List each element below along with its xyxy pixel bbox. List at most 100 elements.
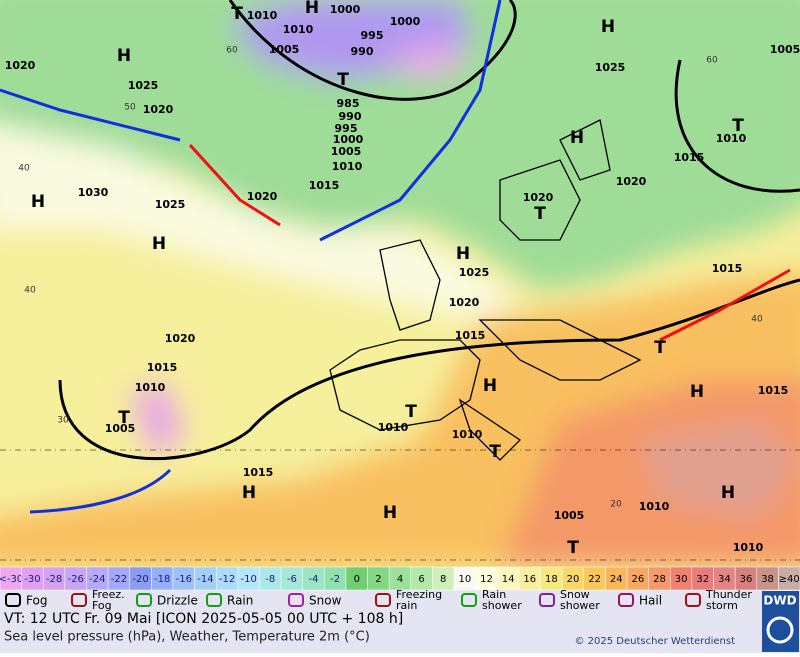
color-scale: <-30 -30 -28 -26 -24 -22 -20 -18 -16 -14 -12 -10 -8-… <box>0 566 800 591</box>
pressure-center: H <box>721 483 735 503</box>
scale-label: -24 <box>89 574 105 585</box>
scale-label: 38 <box>761 574 774 585</box>
temperature-label: 20 <box>610 500 622 510</box>
isobar-label: 1005 <box>331 145 362 158</box>
pressure-center: H <box>117 46 131 66</box>
map-background <box>0 0 800 567</box>
scale-label: ≥40 <box>779 574 800 585</box>
scale-label: 2 <box>375 574 381 585</box>
isobar-label: 1020 <box>523 191 554 204</box>
isobar-label: 1020 <box>165 332 196 345</box>
isobar-label: 1010 <box>733 541 764 554</box>
pressure-center: H <box>305 0 319 18</box>
isobar-label: 1005 <box>105 422 136 435</box>
isobar-label: 1015 <box>674 151 705 164</box>
scale-label: -22 <box>111 574 127 585</box>
pressure-center: H <box>570 128 584 148</box>
legend-label: Fog <box>92 599 112 612</box>
scale-label: 36 <box>740 574 753 585</box>
scale-label: 22 <box>588 574 601 585</box>
isobar-label: 1010 <box>639 500 670 513</box>
isobar-label: 1020 <box>247 190 278 203</box>
isobar-label: 1030 <box>78 186 109 199</box>
isobar-label: 1020 <box>5 59 36 72</box>
temperature-label: 40 <box>751 315 763 325</box>
pressure-center: T <box>654 338 666 358</box>
legend-label: rain <box>396 599 417 612</box>
isobar-label: 1005 <box>554 509 585 522</box>
legend-label: shower <box>560 599 600 612</box>
isobar-label: 1010 <box>332 160 363 173</box>
pressure-center: T <box>231 4 243 24</box>
temperature-label: 60 <box>226 46 238 56</box>
isobar-label: 1010 <box>247 9 278 22</box>
scale-label: 26 <box>631 574 644 585</box>
legend-label: Snow <box>309 594 342 608</box>
scale-label: -30 <box>24 574 40 585</box>
isobar-label: 1025 <box>459 266 490 279</box>
legend-label: Fog <box>26 594 47 608</box>
isobar-label: 1010 <box>378 421 409 434</box>
isobar-label: 1010 <box>452 428 483 441</box>
temperature-label: 50 <box>124 103 136 113</box>
scale-label: 24 <box>610 574 623 585</box>
legend-label: Freezing <box>396 588 442 601</box>
isobar-label: 1015 <box>455 329 486 342</box>
temperature-label: 40 <box>24 286 36 296</box>
legend-icon <box>461 593 477 607</box>
isobar-label: 990 <box>351 45 374 58</box>
isobar-label: 995 <box>335 122 358 135</box>
isobar-label: 1020 <box>143 103 174 116</box>
legend-icon <box>375 593 391 607</box>
scale-label: -28 <box>46 574 62 585</box>
pressure-center: T <box>337 70 349 90</box>
scale-label: 14 <box>502 574 515 585</box>
scale-label: 32 <box>696 574 709 585</box>
temperature-label: 40 <box>18 164 30 174</box>
scale-label: -20 <box>132 574 148 585</box>
isobar-label: 1000 <box>333 133 364 146</box>
isobar-label: 1015 <box>309 179 340 192</box>
isobar-label: 995 <box>361 29 384 42</box>
legend-icon <box>685 593 701 607</box>
legend-label: Freez. <box>92 588 125 601</box>
scale-label: 0 <box>354 574 360 585</box>
pressure-center: H <box>456 244 470 264</box>
isobar-label: 1015 <box>712 262 743 275</box>
isobar-label: 1020 <box>616 175 647 188</box>
logo-swirl <box>766 616 794 644</box>
legend-label: shower <box>482 599 522 612</box>
legend-icon <box>539 593 555 607</box>
pressure-center: T <box>534 204 546 224</box>
isobar-label: 1005 <box>770 43 800 56</box>
pressure-center: T <box>489 442 501 462</box>
legend-label: Thunder <box>705 588 752 601</box>
scale-label: 34 <box>718 574 731 585</box>
pressure-center: H <box>242 483 256 503</box>
legend-icon <box>288 593 304 607</box>
temperature-label: 60 <box>706 56 718 66</box>
isobar-label: 1010 <box>716 132 747 145</box>
isobar-label: 1025 <box>128 79 159 92</box>
scale-label: -10 <box>240 574 256 585</box>
legend-label: Drizzle <box>157 594 198 608</box>
pressure-center: H <box>152 234 166 254</box>
scale-label: 30 <box>675 574 688 585</box>
description: Sea level pressure (hPa), Weather, Tempe… <box>4 630 370 645</box>
scale-label: 4 <box>397 574 403 585</box>
scale-label: 12 <box>480 574 493 585</box>
isobar-label: 1010 <box>135 381 166 394</box>
legend-label: Rain <box>227 594 253 608</box>
scale-label: 6 <box>418 574 424 585</box>
isobar-label: 1025 <box>595 61 626 74</box>
scale-label: -6 <box>287 574 297 585</box>
legend-icon <box>206 593 222 607</box>
legend-label: storm <box>706 599 738 612</box>
isobar-label: 1015 <box>243 466 274 479</box>
isobar-label: 985 <box>337 97 360 110</box>
isobar-label: 1005 <box>269 43 300 56</box>
scale-label: 18 <box>545 574 558 585</box>
scale-label: <-30 <box>0 574 23 585</box>
